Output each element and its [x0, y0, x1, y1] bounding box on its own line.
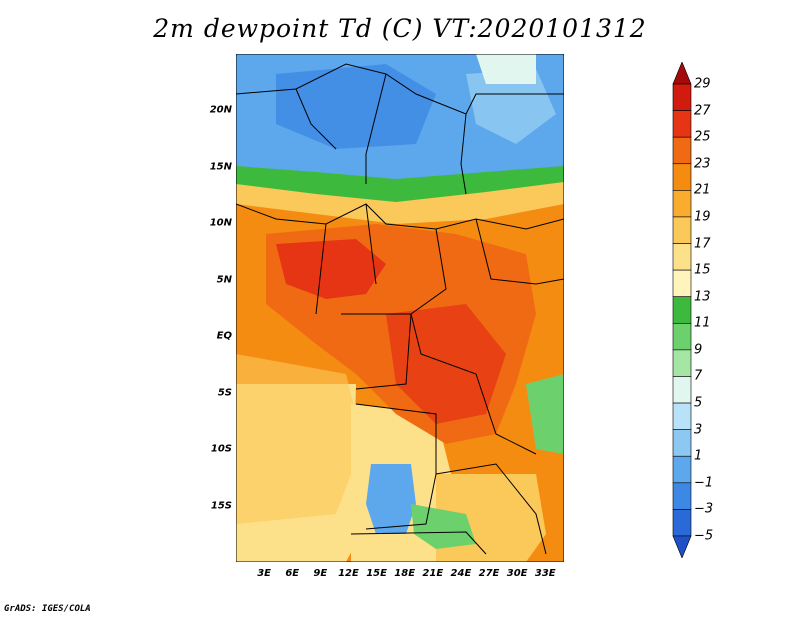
lon-label: 21E: [422, 568, 444, 579]
colorbar-label: 5: [694, 395, 703, 411]
colorbar-label: −3: [694, 501, 714, 517]
colorbar-label: 25: [694, 129, 711, 145]
colorbar-label: 11: [694, 315, 711, 331]
colorbar-label: 9: [694, 342, 703, 358]
lat-label: 10S: [210, 443, 232, 455]
colorbar-swatch: [672, 429, 692, 457]
lat-label: 15S: [210, 500, 232, 512]
colorbar-swatch: [672, 243, 692, 271]
map-plot-area: [236, 54, 564, 562]
colorbar-swatch: [672, 322, 692, 351]
colorbar-label: 13: [694, 289, 711, 305]
field-east-highlands: [526, 374, 564, 454]
lon-label: 18E: [394, 568, 416, 579]
colorbar-label: 1: [694, 448, 703, 464]
colorbar-label: 17: [694, 236, 711, 252]
colorbar-swatch: [672, 83, 692, 111]
lon-label: 33E: [534, 568, 556, 579]
colorbar-swatch: [672, 216, 692, 244]
lon-label: 6E: [285, 568, 300, 579]
field-sahara-core: [276, 64, 436, 149]
lat-label: 20N: [209, 104, 232, 116]
lon-label: 15E: [366, 568, 387, 579]
colorbar-label: 21: [694, 182, 711, 198]
colorbar-swatch: [672, 455, 692, 484]
colorbar-swatch: [672, 402, 692, 430]
lon-label: 9E: [313, 568, 328, 579]
colorbar-swatch: [672, 349, 692, 377]
dewpoint-map: [236, 54, 564, 562]
lat-label: EQ: [216, 330, 232, 342]
lat-label: 10N: [209, 217, 232, 229]
field-sahara-east: [466, 69, 556, 144]
field-ne-light: [476, 54, 536, 84]
colorbar-swatch: [672, 190, 692, 218]
colorbar-label: 3: [694, 422, 703, 438]
field-kalahari-dry: [366, 464, 416, 534]
lat-label: 5S: [217, 387, 232, 399]
colorbar-swatch: [672, 376, 692, 404]
lat-label: 5N: [216, 274, 232, 286]
colorbar-label: 7: [694, 368, 703, 384]
colorbar: [672, 62, 692, 558]
lon-label: 12E: [338, 568, 359, 579]
colorbar-label: −5: [694, 528, 714, 544]
colorbar-swatch: [672, 136, 692, 165]
lat-label: 15N: [209, 161, 232, 173]
lon-label: 27E: [478, 568, 500, 579]
field-sw-moderate: [236, 354, 356, 524]
lon-label: 3E: [257, 568, 271, 579]
country-borders: [236, 63, 564, 555]
colorbar-label: 15: [694, 262, 711, 278]
colorbar-swatch: [672, 509, 692, 537]
field-west-core: [276, 239, 386, 299]
colorbar-swatch: [672, 163, 692, 191]
colorbar-label: −1: [694, 475, 714, 491]
credit-text: GrADS: IGES/COLA: [4, 604, 91, 614]
colorbar-label: 19: [694, 209, 711, 225]
colorbar-label: 29: [694, 76, 711, 92]
colorbar-swatch: [672, 269, 692, 298]
colorbar-swatch: [672, 482, 692, 510]
colorbar-label: 23: [694, 156, 711, 172]
colorbar-swatch: [672, 296, 692, 324]
lon-label: 24E: [450, 568, 472, 579]
map-title: 2m dewpoint Td (C) VT:2020101312: [153, 14, 647, 43]
colorbar-swatch: [672, 110, 692, 138]
colorbar-label: 27: [694, 103, 711, 119]
lon-label: 30E: [506, 568, 528, 579]
colorbar-bottom-arrow: [672, 535, 692, 558]
colorbar-top-arrow: [672, 62, 692, 85]
